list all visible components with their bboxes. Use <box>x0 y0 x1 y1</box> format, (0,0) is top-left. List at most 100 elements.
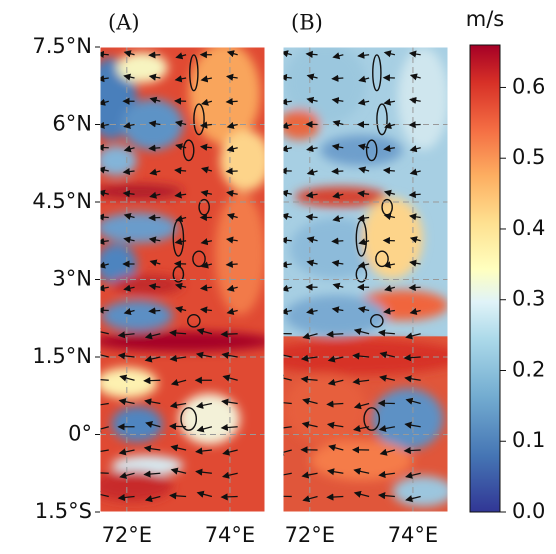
island <box>193 103 205 136</box>
current-arrow <box>100 237 109 245</box>
current-arrow <box>331 237 344 245</box>
current-arrow <box>170 379 187 386</box>
current-arrow <box>149 191 161 199</box>
current-arrow <box>149 259 161 267</box>
current-arrow <box>118 398 135 406</box>
current-arrow <box>383 98 395 106</box>
current-arrow <box>409 73 421 81</box>
colorbar-tick-label: 0.3 <box>512 287 545 311</box>
current-arrow <box>405 332 421 340</box>
y-tick-label: 6°N <box>52 112 92 136</box>
field-blob <box>100 470 173 502</box>
current-arrow <box>382 167 395 175</box>
current-arrow <box>300 375 318 383</box>
current-arrow <box>168 422 187 430</box>
field-blob <box>100 184 184 200</box>
y-tick-label: 0° <box>68 422 92 446</box>
current-arrow <box>353 402 370 410</box>
current-arrow <box>283 73 292 82</box>
current-arrow <box>403 446 421 455</box>
current-arrow <box>357 51 370 59</box>
current-arrow <box>383 189 396 197</box>
current-arrow <box>144 332 161 340</box>
current-arrow <box>169 329 187 337</box>
current-arrow <box>200 189 213 197</box>
field-blob <box>284 47 367 124</box>
current-arrow <box>331 74 344 82</box>
current-arrow <box>175 306 187 313</box>
current-arrow <box>225 97 238 106</box>
current-arrow <box>326 400 344 408</box>
current-arrow <box>408 190 421 199</box>
current-arrow <box>201 261 213 269</box>
field-blob <box>178 393 240 445</box>
island <box>180 407 198 431</box>
current-arrow <box>326 493 344 501</box>
field-blob <box>392 476 448 507</box>
current-arrow <box>201 98 213 106</box>
current-arrow <box>326 421 344 429</box>
current-arrow <box>123 212 135 220</box>
current-arrow <box>220 493 238 501</box>
current-arrow <box>225 236 238 244</box>
current-arrow <box>283 284 292 292</box>
field-blob <box>111 455 184 476</box>
current-arrow <box>326 330 344 338</box>
field-blob <box>283 109 320 140</box>
colorbar-tick-label: 0.1 <box>512 428 545 452</box>
current-arrow <box>100 425 109 433</box>
current-arrow <box>301 471 318 479</box>
current-arrow <box>143 470 161 478</box>
y-tick-label: 4.5°N <box>32 189 92 213</box>
colorbar <box>469 44 501 513</box>
current-arrow <box>123 284 135 292</box>
current-arrow <box>195 468 212 476</box>
current-arrow <box>357 306 370 314</box>
current-arrow <box>117 352 135 360</box>
colorbar-title: m/s <box>466 7 504 31</box>
current-arrow <box>331 96 344 105</box>
current-arrow <box>100 472 109 474</box>
current-arrow <box>384 122 396 130</box>
current-arrow <box>122 167 135 176</box>
current-arrow <box>377 492 395 500</box>
current-arrow <box>145 421 161 428</box>
y-tick-label: 7.5°N <box>32 34 92 58</box>
current-arrow <box>100 328 109 336</box>
current-arrow <box>306 168 318 176</box>
current-arrow <box>148 73 161 81</box>
current-arrow <box>357 98 370 106</box>
island <box>192 250 206 268</box>
current-arrow <box>305 50 318 58</box>
colorbar-tick-label: 0.5 <box>512 145 545 169</box>
current-arrow <box>220 423 238 432</box>
current-arrow <box>100 213 109 221</box>
current-arrow <box>144 495 161 503</box>
current-arrow <box>379 351 396 359</box>
current-arrow <box>200 238 213 246</box>
colorbar-tick-label: 0.4 <box>512 216 545 240</box>
current-arrow <box>306 259 318 267</box>
island <box>372 54 382 92</box>
field-blob <box>100 243 137 285</box>
current-arrow <box>331 306 344 314</box>
current-arrow <box>408 50 421 58</box>
current-arrow <box>226 122 238 129</box>
current-arrow <box>357 143 370 151</box>
x-tick-label: 72°E <box>285 523 336 547</box>
current-arrow <box>100 189 109 197</box>
field <box>100 47 265 512</box>
current-arrow <box>122 190 135 198</box>
current-arrow <box>353 424 370 433</box>
current-arrow <box>379 448 396 456</box>
current-arrow <box>332 214 344 222</box>
current-arrow <box>170 444 187 452</box>
current-arrow <box>200 75 213 83</box>
current-arrow <box>148 144 161 152</box>
current-arrow <box>100 261 109 269</box>
field-blob <box>214 192 265 315</box>
current-arrow <box>100 379 109 381</box>
current-arrow <box>221 351 238 359</box>
current-arrow <box>170 467 187 475</box>
current-arrow <box>100 402 109 406</box>
